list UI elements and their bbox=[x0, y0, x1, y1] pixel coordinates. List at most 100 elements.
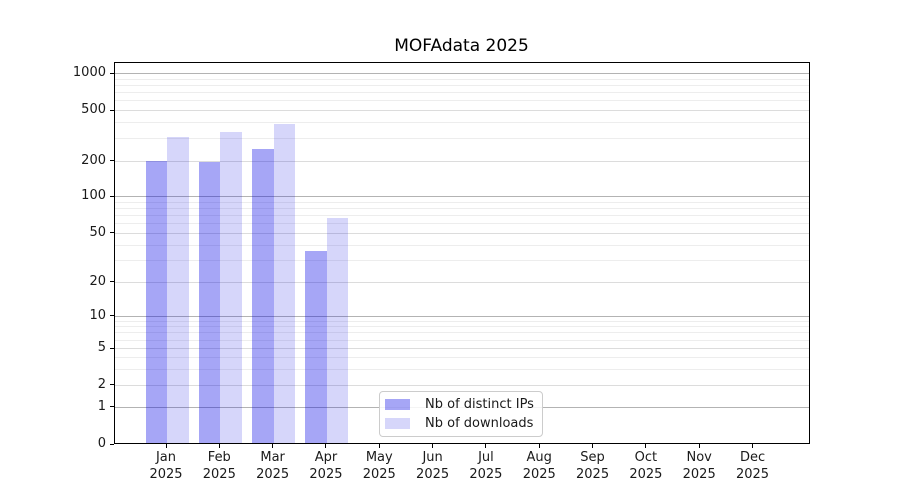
mid-gridline bbox=[114, 110, 809, 112]
y-tick-mark bbox=[109, 443, 114, 445]
x-tick-label: May 2025 bbox=[349, 449, 409, 483]
x-tick-month: Nov bbox=[686, 450, 712, 465]
minor-gridline bbox=[114, 201, 809, 203]
x-tick-label: Jan 2025 bbox=[136, 449, 196, 483]
legend: Nb of distinct IPs Nb of downloads bbox=[379, 391, 543, 437]
x-tick-mark bbox=[432, 444, 434, 448]
plot-area bbox=[113, 62, 810, 444]
y-tick-label: 50 bbox=[89, 224, 106, 240]
x-tick-label: Jun 2025 bbox=[403, 449, 463, 483]
y-tick-mark bbox=[109, 109, 114, 111]
x-tick-mark bbox=[165, 444, 167, 448]
minor-gridline bbox=[114, 78, 809, 80]
bar-downloads bbox=[326, 218, 349, 443]
x-tick-label: Aug 2025 bbox=[509, 449, 569, 483]
x-tick-mark bbox=[752, 444, 754, 448]
minor-gridline bbox=[114, 339, 809, 341]
x-tick-year: 2025 bbox=[682, 467, 716, 482]
y-tick-label: 200 bbox=[81, 152, 106, 168]
x-tick-month: Jan bbox=[155, 450, 177, 465]
bar-distinct-ips bbox=[198, 162, 221, 443]
x-tick-month: Feb bbox=[207, 450, 231, 465]
y-tick-label: 0 bbox=[97, 436, 106, 451]
y-tick-mark bbox=[109, 160, 114, 162]
x-tick-mark bbox=[218, 444, 220, 448]
x-tick-mark bbox=[378, 444, 380, 448]
y-tick-mark bbox=[109, 406, 114, 408]
mid-gridline bbox=[114, 232, 809, 234]
minor-gridline bbox=[114, 368, 809, 370]
x-tick-mark bbox=[538, 444, 540, 448]
x-tick-month: Jun bbox=[422, 450, 443, 465]
minor-gridline bbox=[114, 223, 809, 225]
y-tick-label: 2 bbox=[97, 376, 106, 392]
bar-downloads bbox=[220, 131, 242, 443]
major-gridline bbox=[114, 315, 809, 317]
minor-gridline bbox=[114, 244, 809, 246]
x-tick-year: 2025 bbox=[309, 467, 343, 482]
x-tick-month: Oct bbox=[634, 450, 658, 465]
x-tick-label: Nov 2025 bbox=[669, 449, 729, 483]
x-tick-month: May bbox=[365, 450, 393, 465]
x-tick-label: Oct 2025 bbox=[616, 449, 676, 483]
x-tick-year: 2025 bbox=[735, 467, 770, 482]
y-tick-mark bbox=[109, 232, 114, 234]
major-gridline bbox=[114, 196, 809, 197]
y-tick-label: 1000 bbox=[72, 65, 106, 80]
minor-gridline bbox=[114, 357, 809, 358]
x-tick-year: 2025 bbox=[522, 467, 556, 482]
y-tick-mark bbox=[109, 195, 114, 197]
y-tick-mark bbox=[109, 315, 114, 317]
x-tick-month: Dec bbox=[739, 450, 766, 465]
legend-swatch bbox=[385, 417, 410, 429]
x-tick-mark bbox=[485, 444, 487, 448]
bar-downloads bbox=[273, 124, 296, 443]
y-tick-mark bbox=[109, 281, 114, 283]
minor-gridline bbox=[114, 320, 809, 322]
minor-gridline bbox=[114, 332, 809, 334]
bar-distinct-ips bbox=[305, 251, 327, 443]
y-tick-mark bbox=[109, 72, 114, 74]
bar-distinct-ips bbox=[252, 149, 274, 443]
minor-gridline bbox=[114, 92, 809, 94]
x-tick-mark bbox=[325, 444, 327, 448]
x-tick-label: Feb 2025 bbox=[189, 449, 249, 483]
x-tick-year: 2025 bbox=[362, 467, 396, 482]
mid-gridline bbox=[114, 384, 809, 386]
legend-label: Nb of downloads bbox=[425, 415, 534, 431]
x-tick-year: 2025 bbox=[576, 467, 610, 482]
x-tick-year: 2025 bbox=[256, 467, 290, 482]
x-tick-year: 2025 bbox=[149, 467, 183, 482]
y-tick-label: 500 bbox=[81, 102, 106, 118]
y-tick-mark bbox=[109, 384, 114, 386]
x-tick-month: Apr bbox=[314, 450, 338, 465]
x-tick-month: Mar bbox=[260, 450, 285, 465]
minor-gridline bbox=[114, 138, 809, 140]
y-tick-mark bbox=[109, 347, 114, 349]
minor-gridline bbox=[114, 122, 809, 124]
x-tick-mark bbox=[592, 444, 594, 448]
minor-gridline bbox=[114, 326, 809, 328]
x-tick-label: Jul 2025 bbox=[456, 449, 516, 483]
bar-distinct-ips bbox=[145, 160, 167, 443]
x-tick-mark bbox=[645, 444, 647, 448]
x-tick-mark bbox=[272, 444, 274, 448]
y-tick-label: 100 bbox=[81, 188, 106, 203]
x-tick-year: 2025 bbox=[629, 467, 663, 482]
x-tick-year: 2025 bbox=[416, 467, 450, 482]
y-tick-label: 20 bbox=[89, 273, 106, 289]
major-gridline bbox=[114, 73, 809, 74]
y-tick-label: 1 bbox=[97, 398, 106, 414]
x-tick-month: Sep bbox=[580, 450, 605, 465]
x-tick-label: Sep 2025 bbox=[563, 449, 623, 483]
minor-gridline bbox=[114, 84, 809, 86]
x-tick-label: Mar 2025 bbox=[243, 449, 303, 483]
x-tick-label: Apr 2025 bbox=[296, 449, 356, 483]
legend-label: Nb of distinct IPs bbox=[425, 397, 534, 413]
mid-gridline bbox=[114, 281, 809, 283]
minor-gridline bbox=[114, 260, 809, 262]
minor-gridline bbox=[114, 100, 809, 102]
x-tick-month: Aug bbox=[526, 450, 552, 465]
chart-title: MOFAdata 2025 bbox=[394, 36, 529, 56]
